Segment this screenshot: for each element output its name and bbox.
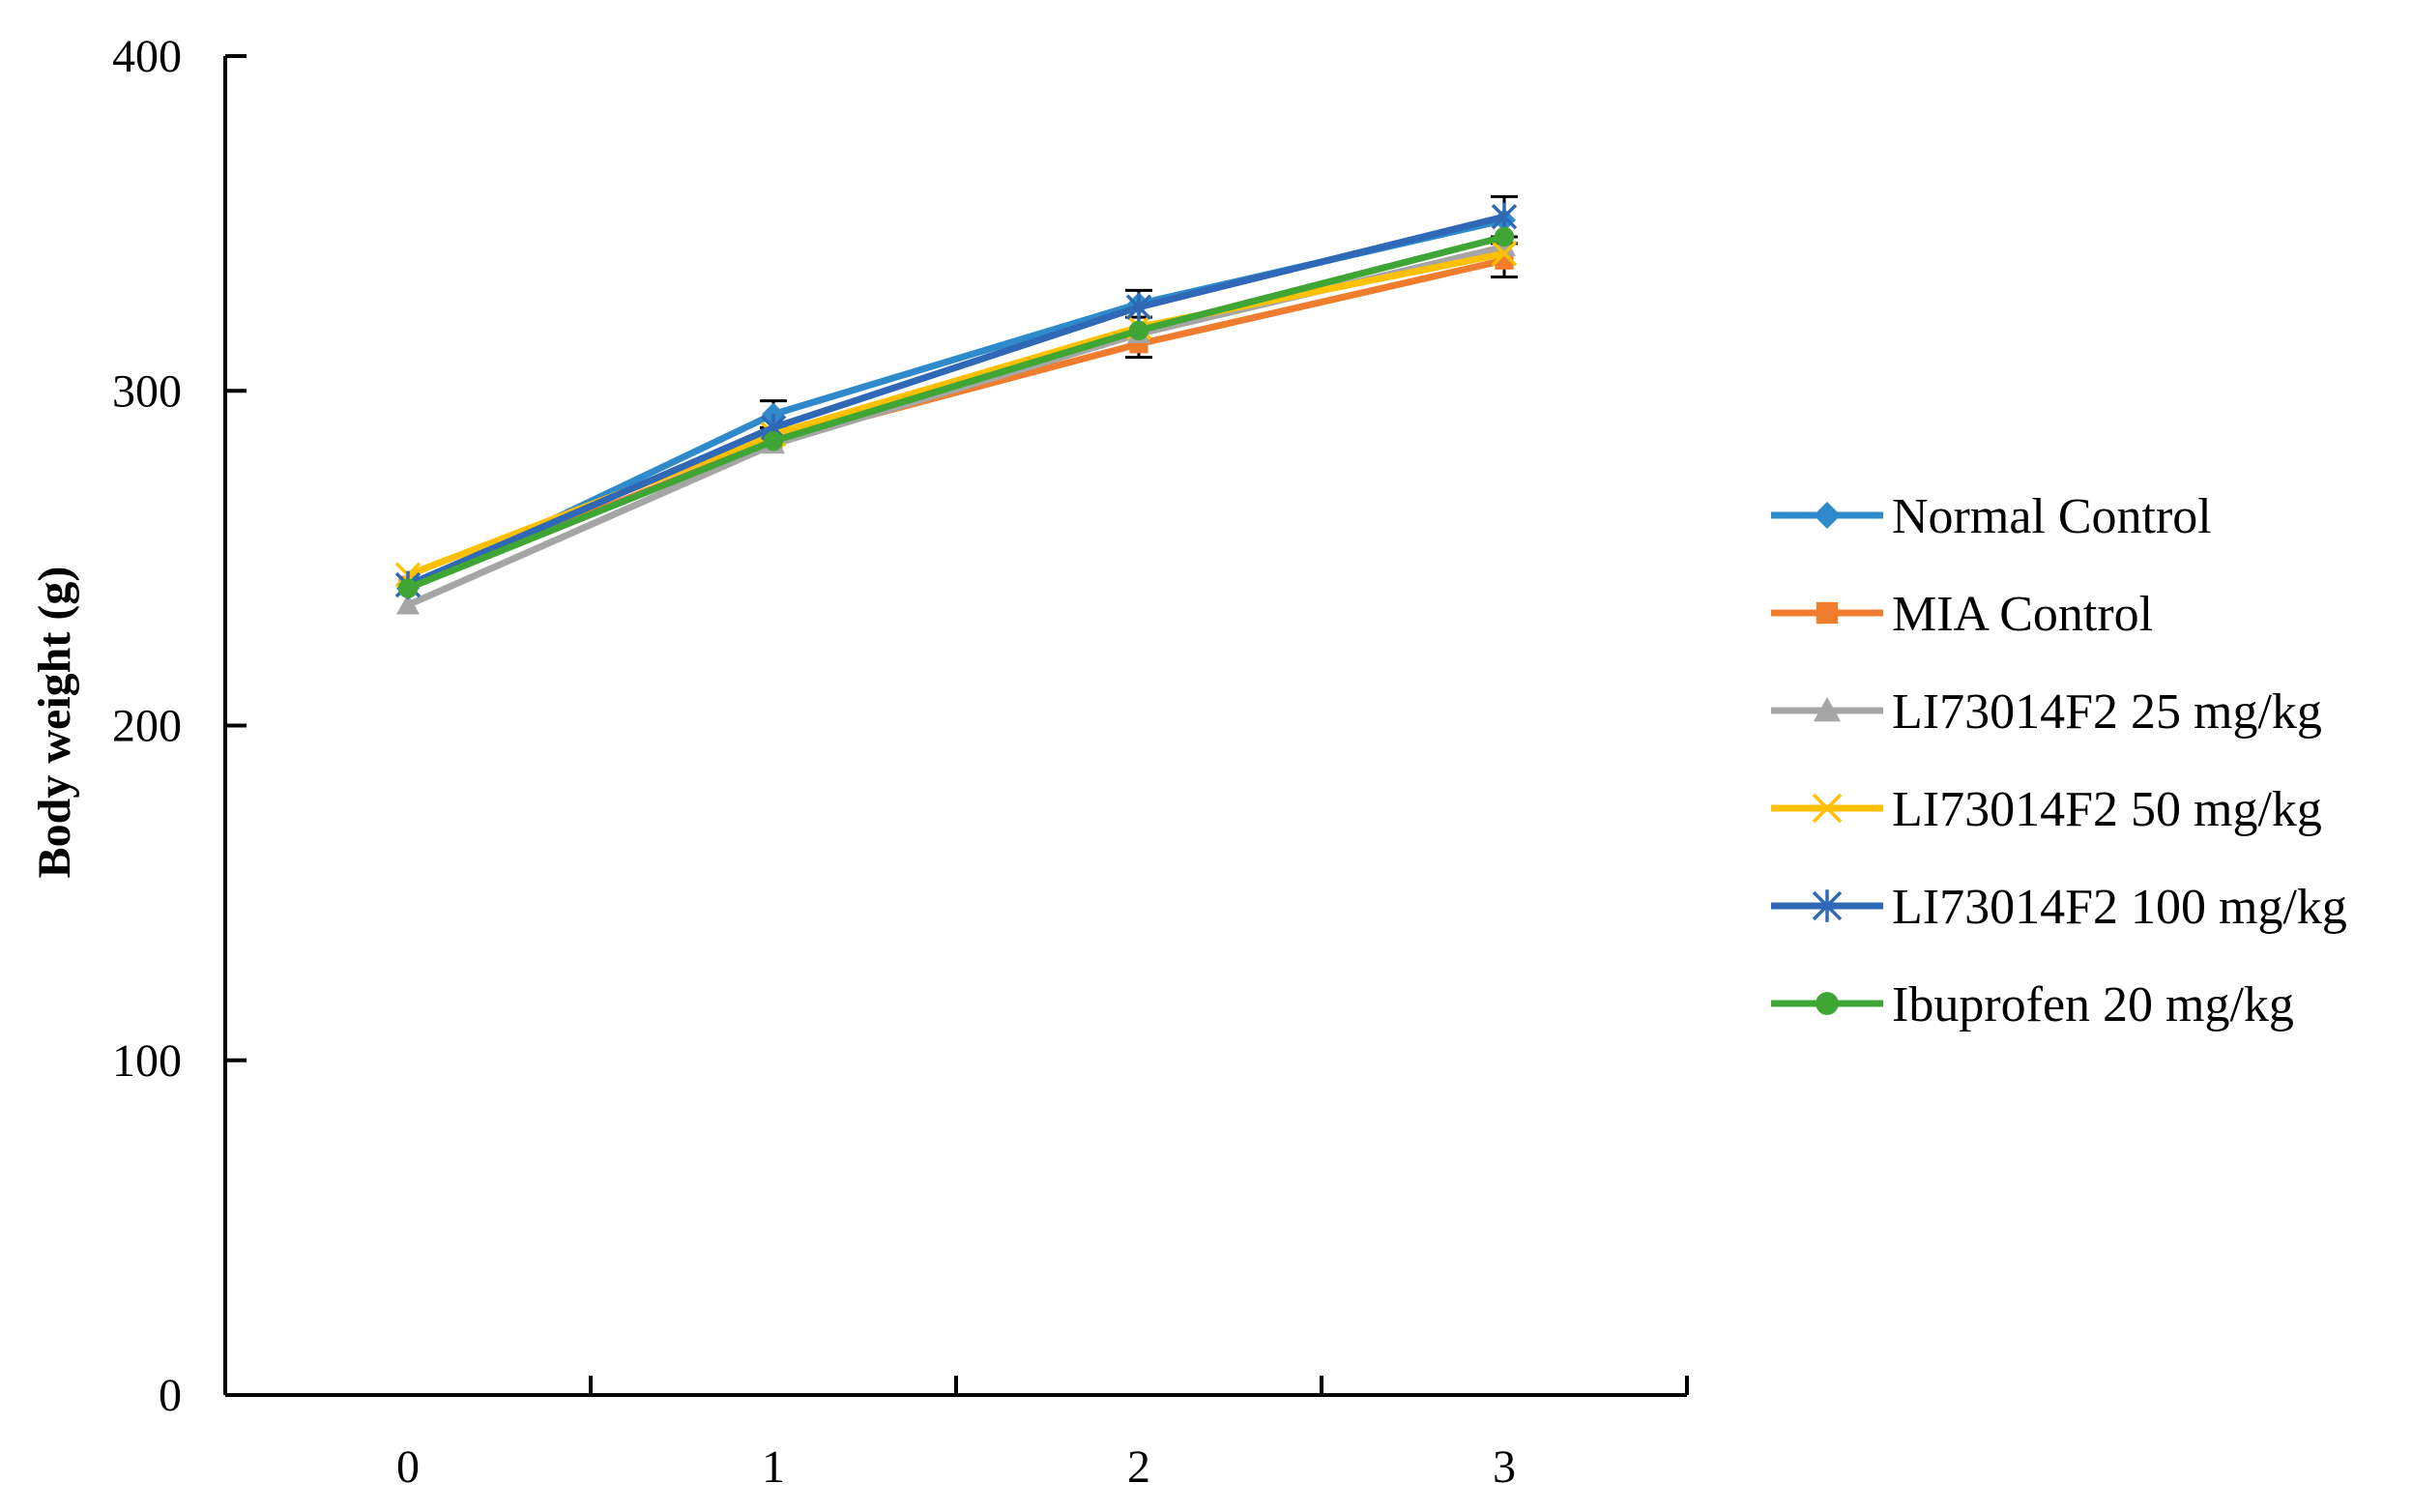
legend-marker <box>1812 889 1843 922</box>
data-point <box>396 593 420 615</box>
y-tick-label: 400 <box>112 31 182 82</box>
legend-label: MIA Control <box>1892 587 2153 642</box>
series-line <box>406 233 1505 592</box>
legend-marker <box>1814 697 1841 722</box>
data-point <box>1128 320 1149 341</box>
data-point <box>1491 202 1518 231</box>
data-point <box>1491 241 1518 267</box>
data-point <box>1494 226 1515 247</box>
legend-marker <box>1816 601 1839 625</box>
legend-label: LI73014F2 100 mg/kg <box>1892 880 2347 935</box>
legend-item: Normal Control <box>1771 489 2212 544</box>
x-tick-label: 3 <box>1493 1441 1516 1493</box>
legend-item: MIA Control <box>1771 587 2153 642</box>
series-1 <box>396 208 1516 600</box>
data-point <box>763 430 784 451</box>
legend-label: Ibuprofen 20 mg/kg <box>1892 977 2294 1032</box>
series-line <box>406 213 1505 589</box>
legend-label: Normal Control <box>1892 489 2212 544</box>
y-tick-label: 300 <box>112 365 182 417</box>
legend-item: Ibuprofen 20 mg/kg <box>1771 977 2294 1032</box>
x-tick-label: 2 <box>1127 1441 1150 1493</box>
legend-item: LI73014F2 25 mg/kg <box>1771 684 2322 740</box>
data-point <box>1125 293 1152 322</box>
series-6 <box>397 226 1515 598</box>
y-tick-label: 200 <box>112 701 182 752</box>
x-tick-label: 1 <box>762 1441 785 1493</box>
y-axis-title: Body weight (g) <box>29 567 80 879</box>
legend: Normal Control MIA Control LI73014F2 25 mg… <box>1771 489 2347 1032</box>
legend-item: LI73014F2 100 mg/kg <box>1771 880 2347 935</box>
legend-label: LI73014F2 25 mg/kg <box>1892 684 2322 740</box>
series-3 <box>396 235 1516 615</box>
y-tick-label: 100 <box>112 1035 182 1087</box>
axes: 0 100 200 300 400 0 1 2 3 <box>112 31 1689 1493</box>
series-line <box>406 249 1505 578</box>
legend-marker <box>1812 793 1843 824</box>
y-tick-label: 0 <box>159 1370 182 1421</box>
legend-label: LI73014F2 50 mg/kg <box>1892 782 2322 837</box>
data-point <box>397 578 419 598</box>
x-tick-label: 0 <box>396 1441 420 1493</box>
series-2 <box>398 242 1518 595</box>
legend-item: LI73014F2 50 mg/kg <box>1771 782 2322 837</box>
legend-marker <box>1814 502 1841 529</box>
legend-marker <box>1816 992 1839 1015</box>
plot-area <box>394 194 1518 615</box>
